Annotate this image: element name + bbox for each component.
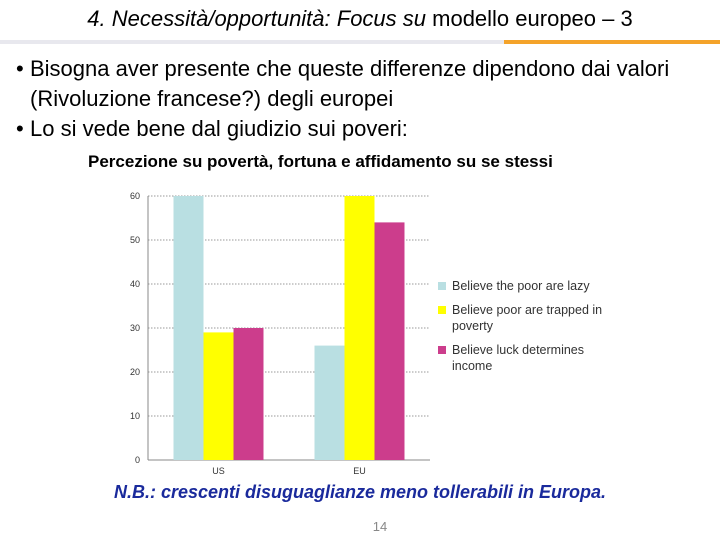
x-tick-label: EU (353, 466, 366, 476)
bar (173, 196, 204, 460)
slide-title-italic: 4. Necessità/opportunità: Focus su (87, 6, 427, 31)
title-divider (0, 40, 720, 44)
bar (374, 222, 405, 460)
y-tick-label: 60 (130, 191, 140, 201)
bullet-text: Lo si vede bene dal giudizio sui poveri: (30, 116, 408, 141)
y-tick-label: 20 (130, 367, 140, 377)
footnote: N.B.: crescenti disuguaglianze meno toll… (113, 482, 607, 502)
bullet-item: • Bisogna aver presente che queste diffe… (16, 54, 706, 114)
legend-label: Believe luck determines income (452, 343, 585, 373)
legend-item: Believe poor are trapped in poverty (438, 302, 608, 334)
divider-right (504, 40, 720, 44)
legend-swatch (438, 346, 446, 354)
chart-title: Percezione su povertà, fortuna e affidam… (88, 152, 553, 171)
bullet-text: Bisogna aver presente che queste differe… (30, 56, 670, 111)
legend-label: Believe the poor are lazy (452, 279, 590, 293)
y-tick-label: 50 (130, 235, 140, 245)
bullet-list: • Bisogna aver presente che queste diffe… (16, 54, 706, 144)
legend-item: Believe luck determines income (438, 342, 608, 374)
y-tick-label: 30 (130, 323, 140, 333)
legend-swatch (438, 306, 446, 314)
slide-title-plain: modello europeo – 3 (426, 6, 633, 31)
legend-item: Believe the poor are lazy (438, 278, 608, 294)
divider-left (0, 40, 504, 44)
legend-swatch (438, 282, 446, 290)
y-tick-label: 0 (135, 455, 140, 465)
bullet-dot: • (16, 116, 24, 141)
bar (314, 345, 345, 460)
y-tick-label: 10 (130, 411, 140, 421)
page-number: 14 (372, 519, 388, 534)
slide-title: 4. Necessità/opportunità: Focus su model… (0, 6, 720, 32)
y-tick-label: 40 (130, 279, 140, 289)
x-tick-label: US (212, 466, 225, 476)
bullet-dot: • (16, 56, 24, 81)
bar (203, 332, 234, 460)
bullet-item: • Lo si vede bene dal giudizio sui pover… (16, 114, 706, 144)
chart-legend: Believe the poor are lazy Believe poor a… (438, 278, 608, 382)
bar (233, 328, 264, 460)
bar (344, 196, 375, 460)
legend-label: Believe poor are trapped in poverty (452, 303, 603, 333)
